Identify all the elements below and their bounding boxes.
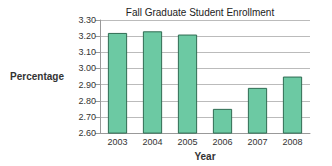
svg-text:2005: 2005 <box>177 137 197 147</box>
svg-text:2004: 2004 <box>142 137 162 147</box>
svg-text:2007: 2007 <box>247 137 267 147</box>
svg-text:Fall Graduate Student Enrollme: Fall Graduate Student Enrollment <box>126 7 275 18</box>
svg-text:3.20: 3.20 <box>78 31 96 41</box>
svg-text:2.80: 2.80 <box>78 96 96 106</box>
svg-text:2003: 2003 <box>107 137 127 147</box>
svg-text:2008: 2008 <box>282 137 302 147</box>
svg-text:2.60: 2.60 <box>78 128 96 138</box>
svg-text:2006: 2006 <box>212 137 232 147</box>
svg-text:Percentage: Percentage <box>10 71 64 82</box>
svg-text:Year: Year <box>194 151 215 162</box>
svg-text:2.70: 2.70 <box>78 112 96 122</box>
svg-text:3.10: 3.10 <box>78 47 96 57</box>
svg-text:3.00: 3.00 <box>78 63 96 73</box>
svg-text:2.90: 2.90 <box>78 80 96 90</box>
svg-text:3.30: 3.30 <box>78 15 96 25</box>
